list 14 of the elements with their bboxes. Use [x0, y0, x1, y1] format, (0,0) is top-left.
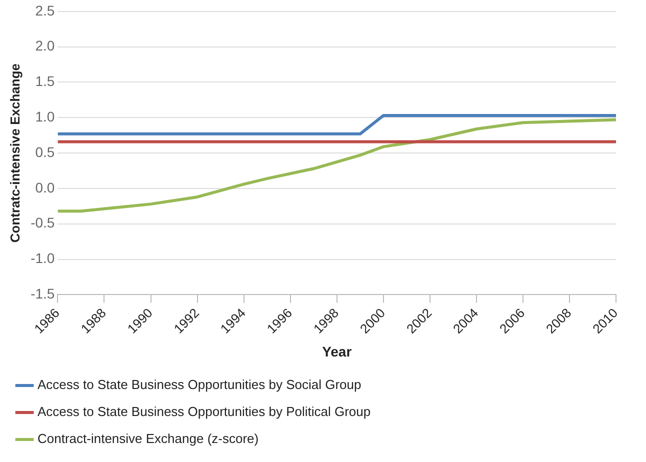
y-tick-label: 2.5	[35, 2, 55, 18]
y-tick-label: 1.0	[35, 108, 55, 125]
y-tick-label: -1.5	[30, 286, 55, 302]
y-tick-label: 2.0	[35, 38, 55, 54]
y-axis-title: Contratc-intensive Exchange	[7, 63, 22, 243]
y-tick-label: -1.0	[30, 250, 55, 266]
y-tick-label: 0.5	[35, 144, 55, 160]
legend-label: Access to State Business Opportunities by Political Group	[38, 404, 371, 420]
legend-label: Contract-intensive Exchange (z-score)	[38, 431, 259, 446]
legend-label: Access to State Business Opportunities by Social Group	[38, 377, 362, 392]
y-tick-label: 0.0	[35, 179, 55, 196]
y-tick-label: 1.5	[35, 73, 55, 90]
y-tick-label: -0.5	[30, 214, 55, 231]
x-axis-title: Year	[322, 343, 352, 360]
